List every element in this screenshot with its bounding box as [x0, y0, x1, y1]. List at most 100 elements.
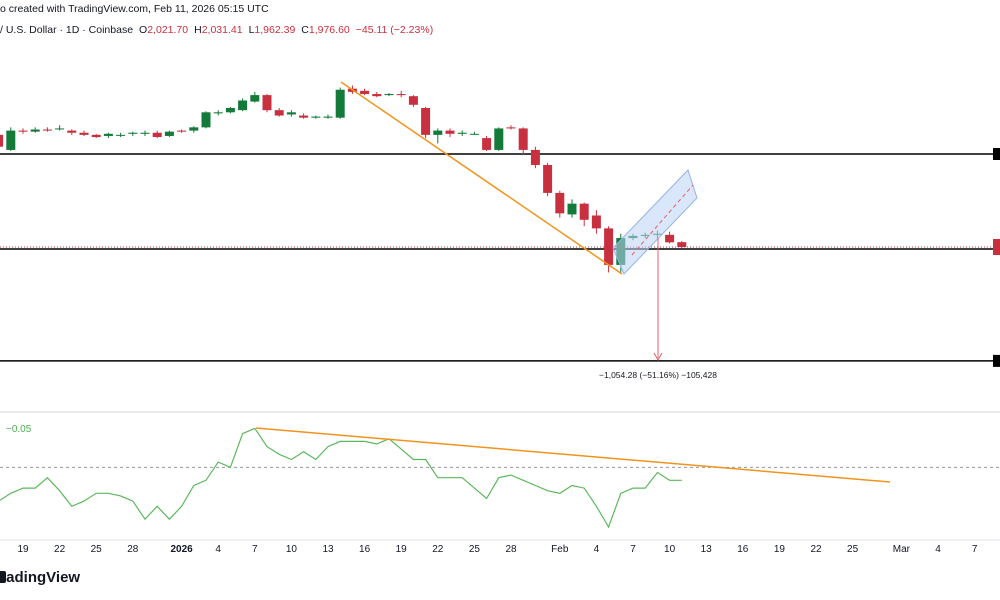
candle-body: [555, 192, 565, 214]
x-tick-label: 22: [54, 544, 66, 555]
x-tick-label: 22: [810, 544, 822, 555]
symbol-legend: / U.S. Dollar · 1D · Coinbase O2,021.70 H2…: [0, 24, 439, 36]
x-tick-label: Feb: [551, 544, 569, 555]
logo-icon: [0, 571, 6, 583]
indicator-line: [0, 427, 682, 529]
x-tick-label: 7: [252, 544, 258, 555]
candle-body: [469, 133, 479, 135]
last-price-marker: [993, 239, 1000, 256]
x-tick-label: 25: [847, 544, 859, 555]
x-tick-label: 10: [286, 544, 298, 555]
candle-body: [6, 130, 16, 150]
candle-body: [408, 96, 418, 105]
candle-body: [250, 95, 260, 102]
candle-body: [0, 134, 4, 147]
candle-body: [189, 127, 199, 131]
candle-body: [55, 128, 65, 130]
candle-body: [91, 134, 101, 138]
ohlc-value: 2,021.70: [147, 24, 189, 36]
measure-label: −1,054.28 (−51.16%) −105,428: [599, 370, 717, 380]
candle-body: [506, 127, 516, 129]
candle-body: [335, 89, 345, 118]
candle-body: [384, 94, 394, 96]
ohlc-key: O: [139, 24, 148, 36]
x-tick-label: 13: [322, 544, 334, 555]
candle-body: [677, 242, 687, 248]
level-marker: [993, 148, 1000, 161]
candle-body: [116, 134, 126, 136]
logo: TradingView: [0, 569, 80, 586]
candle-body: [518, 128, 528, 150]
x-tick-label: 13: [701, 544, 713, 555]
candle-body: [164, 131, 174, 136]
candle-body: [128, 132, 138, 134]
candle-body: [286, 112, 296, 115]
candle-body: [299, 115, 309, 118]
candle-body: [482, 138, 492, 150]
x-tick-label: 25: [91, 544, 103, 555]
candle-body: [103, 133, 113, 136]
marks: 19 22 25 28 2026 4 7 10 13 16 19 22 25 28 Feb 4 7 10 13 16 1…: [0, 85, 1000, 555]
candle-body: [177, 130, 187, 132]
measure-arrowhead: [653, 352, 663, 362]
ohlc-value: 1,962.39: [254, 24, 296, 36]
candle-body: [543, 164, 553, 193]
candle-body: [604, 228, 614, 265]
candle-body: [457, 132, 467, 134]
indicator-value: −0.05: [6, 424, 32, 435]
x-tick-label: 7: [972, 544, 978, 555]
candle-body: [579, 203, 589, 220]
candle-body: [396, 94, 406, 96]
x-tick-label: 2026: [170, 544, 193, 555]
candle-body: [225, 108, 235, 113]
symbol: / U.S. Dollar · 1D · Coinbase: [0, 24, 134, 36]
x-tick-label: 16: [737, 544, 749, 555]
candle-body: [42, 129, 52, 131]
candle-body: [421, 108, 431, 135]
x-tick-label: 4: [594, 544, 600, 555]
candle-body: [262, 95, 272, 111]
candle-body: [18, 130, 28, 132]
x-tick-label: 4: [215, 544, 221, 555]
indicator-trend-line: [255, 427, 891, 483]
x-tick-label: 7: [630, 544, 636, 555]
candle-body: [140, 132, 150, 134]
candle-body: [30, 129, 40, 132]
x-tick-label: 16: [359, 544, 371, 555]
x-tick-label: 25: [469, 544, 481, 555]
snapshot-line: o created with TradingView.com, Feb 11, …: [0, 3, 269, 15]
x-tick-label: Mar: [893, 544, 911, 555]
ohlc-key: H: [194, 24, 202, 36]
candle-body: [323, 116, 333, 118]
candle-body: [213, 112, 223, 114]
snapshot: o created with TradingView.com, Feb 11, …: [0, 3, 269, 15]
x-tick-label: 10: [664, 544, 676, 555]
change: −45.11 (−2.23%): [355, 24, 434, 36]
candle-body: [591, 215, 601, 229]
x-tick-label: 19: [396, 544, 408, 555]
candle-body: [311, 116, 321, 118]
candle-body: [152, 132, 162, 138]
x-tick-label: 28: [505, 544, 517, 555]
x-tick-label: 19: [17, 544, 29, 555]
candle-body: [238, 100, 248, 111]
candle-body: [665, 234, 675, 243]
candle-body: [445, 130, 455, 134]
trend-line: [340, 81, 623, 275]
candle-body: [567, 203, 577, 215]
candle-body: [433, 130, 443, 135]
ohlc-value: 1,976.60: [308, 24, 350, 36]
x-tick-label: 28: [127, 544, 139, 555]
ohlc-key: L: [248, 24, 255, 36]
candle-body: [79, 132, 89, 135]
level-marker: [993, 354, 1000, 367]
candle-body: [67, 130, 77, 133]
candle-body: [494, 128, 504, 150]
x-tick-label: 4: [935, 544, 941, 555]
candle-body: [530, 149, 540, 165]
candle-body: [274, 110, 284, 116]
x-tick-label: 19: [774, 544, 786, 555]
channel-mid: [631, 184, 694, 256]
channel: [612, 169, 698, 275]
